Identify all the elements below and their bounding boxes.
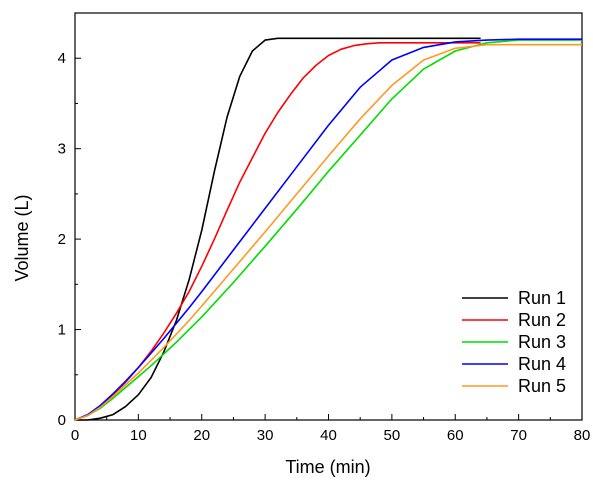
x-tick-label: 50: [384, 427, 401, 444]
y-axis-title: Volume (L): [12, 194, 32, 281]
legend-label: Run 1: [518, 288, 566, 308]
legend-label: Run 3: [518, 332, 566, 352]
legend-label: Run 4: [518, 354, 566, 374]
plot-border: [74, 12, 583, 421]
series-line-run-4: [74, 38, 582, 421]
x-tick-label: 70: [510, 427, 527, 444]
y-tick-label: 0: [58, 412, 66, 429]
x-tick-label: 40: [320, 427, 337, 444]
series-line-run-1: [75, 37, 481, 421]
y-tick-label: 4: [58, 50, 66, 67]
x-tick-label: 10: [130, 427, 147, 444]
series-line-run-5: [74, 43, 582, 421]
y-tick-label: 1: [58, 322, 66, 339]
x-tick-label: 20: [193, 427, 210, 444]
x-tick-label: 60: [447, 427, 464, 444]
series-line-run-3: [74, 39, 582, 421]
x-axis-title: Time (min): [285, 457, 370, 477]
legend-label: Run 5: [518, 376, 566, 396]
x-tick-label: 80: [574, 427, 591, 444]
legend-label: Run 2: [518, 310, 566, 330]
y-tick-label: 3: [58, 141, 66, 158]
plot-area: [74, 12, 583, 421]
x-tick-label: 30: [257, 427, 274, 444]
axis-ticks: 0 10 20 30 40 50 60 70 80 0 1 2 3 4: [58, 12, 591, 444]
y-tick-label: 2: [58, 231, 66, 248]
data-series: [74, 37, 582, 421]
x-tick-label: 0: [71, 427, 79, 444]
